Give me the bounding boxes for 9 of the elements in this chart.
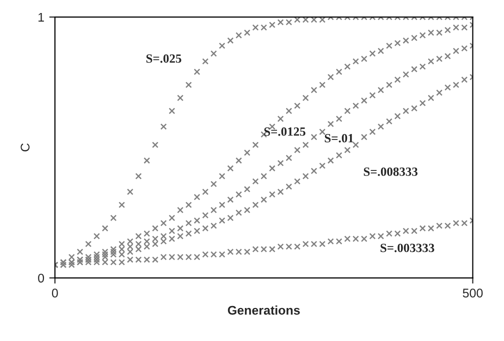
series-label: S=.01 xyxy=(324,134,354,142)
series-label: S=.008333 xyxy=(364,167,418,176)
x-axis-title: Generations xyxy=(228,306,300,315)
x-tick-label: 500 xyxy=(462,288,483,298)
y-tick-label: 1 xyxy=(38,12,44,22)
series-label: S=.0125 xyxy=(264,127,306,136)
series-label: S=.003333 xyxy=(380,244,434,252)
y-axis-title: C xyxy=(20,143,30,152)
series-label: S=.025 xyxy=(146,54,182,63)
